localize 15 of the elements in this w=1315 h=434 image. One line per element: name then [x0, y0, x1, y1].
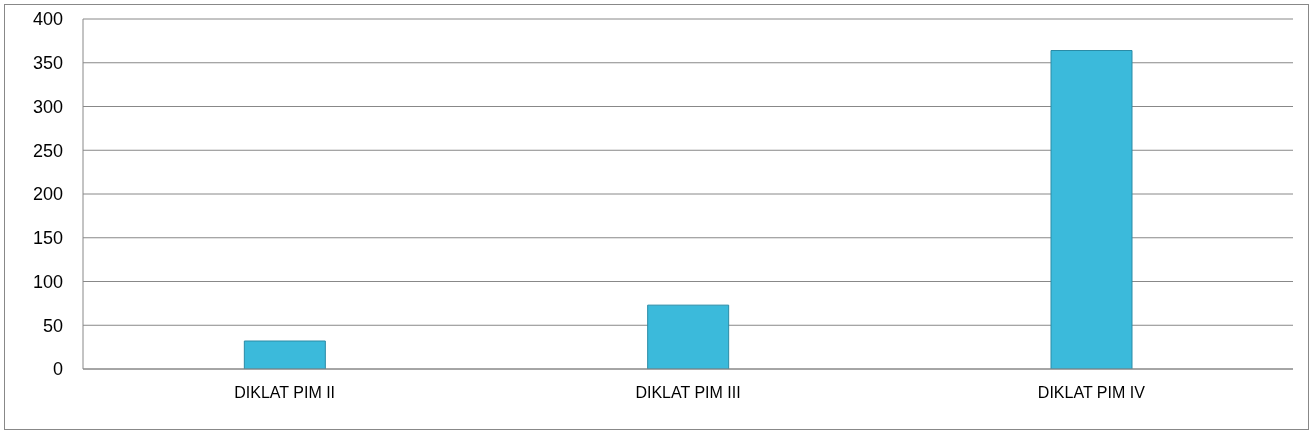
y-tick-label: 100 [32, 271, 63, 292]
y-tick-label: 50 [42, 315, 63, 336]
bar [1050, 50, 1133, 369]
x-tick-label: DIKLAT PIM IV [1037, 384, 1146, 402]
y-tick-label: 250 [32, 140, 63, 161]
y-tick-label: 150 [32, 228, 63, 249]
y-tick-label: 350 [32, 53, 63, 74]
x-tick-label: DIKLAT PIM III [635, 384, 741, 402]
x-tick-label: DIKLAT PIM II [234, 384, 336, 402]
bar [647, 304, 730, 369]
y-tick-label: 0 [52, 359, 63, 380]
y-tick-label: 200 [32, 184, 63, 205]
y-tick-label: 400 [32, 9, 63, 30]
y-tick-label: 300 [32, 96, 63, 117]
bar [243, 340, 326, 369]
